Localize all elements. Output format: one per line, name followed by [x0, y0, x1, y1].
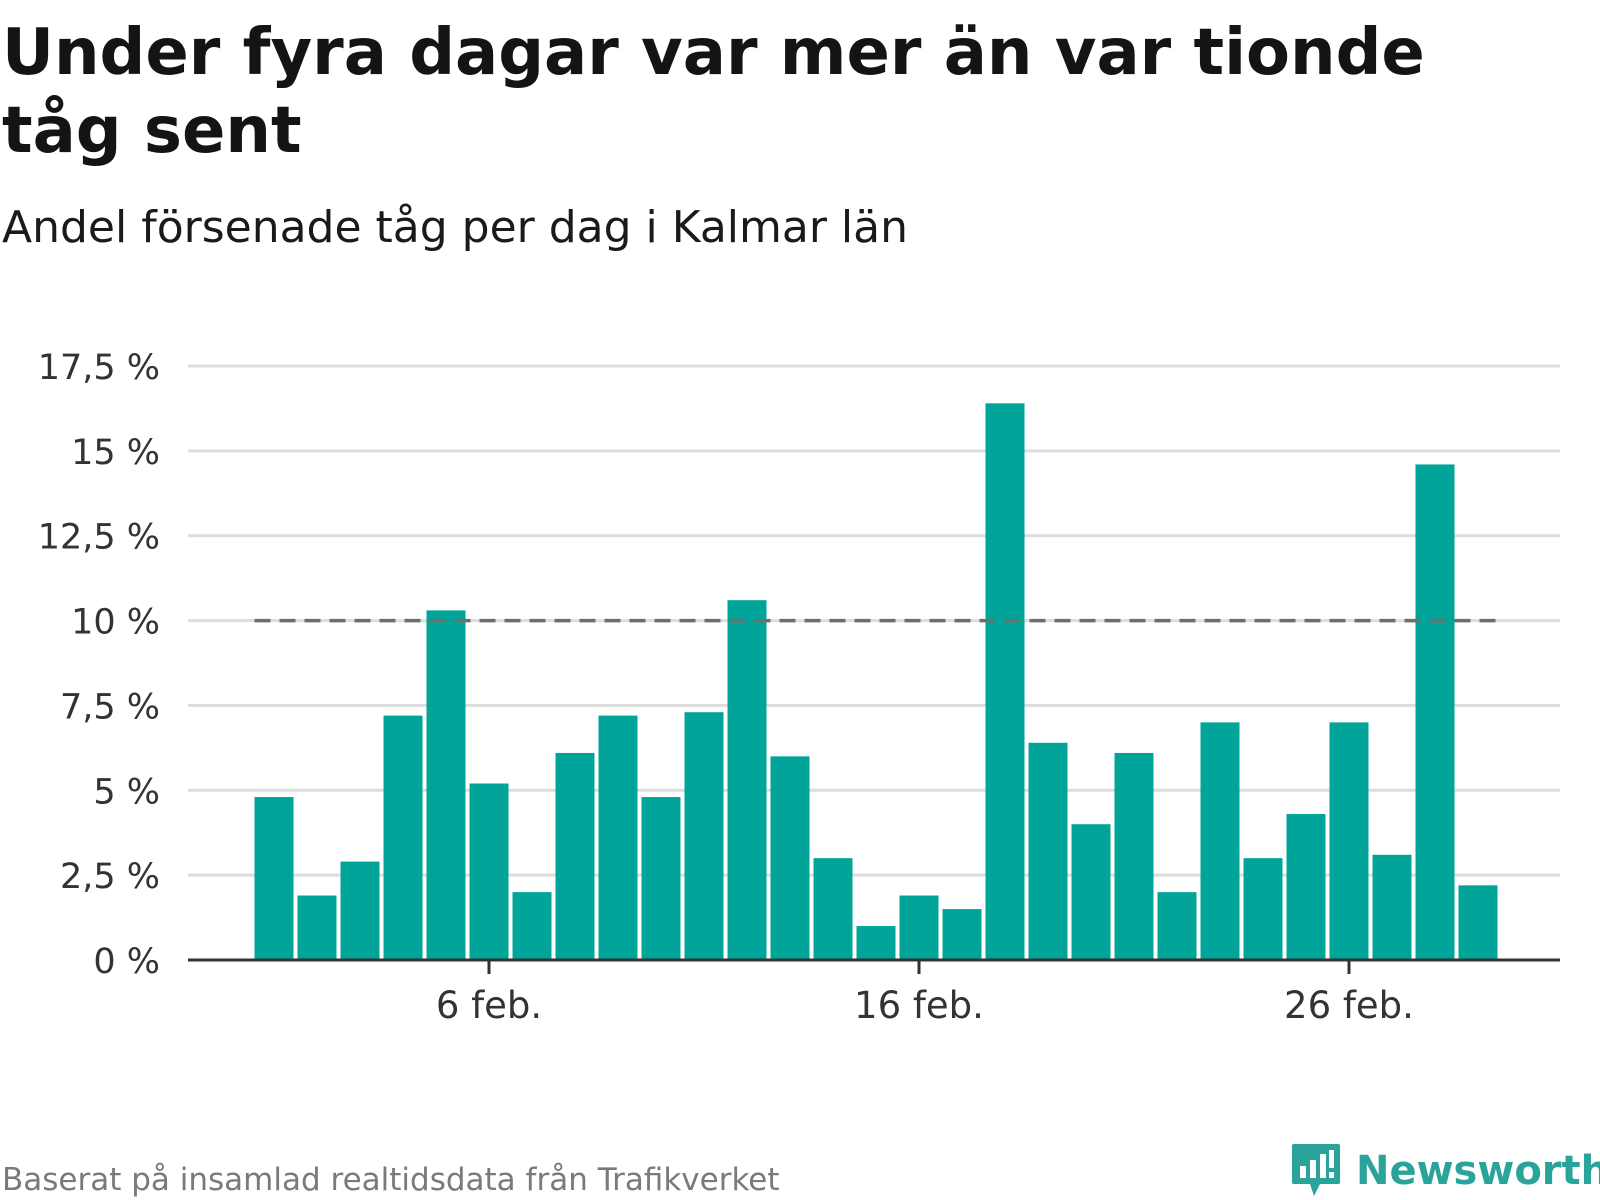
bar — [297, 895, 337, 960]
bar — [1329, 722, 1369, 960]
y-tick-label: 15 % — [71, 433, 160, 473]
bar — [1200, 722, 1240, 960]
bar — [985, 403, 1025, 960]
y-axis-tick-labels: 0 % 2,5 % 5 % 7,5 % 10 % 12,5 % 15 % 17,5 % — [38, 348, 160, 982]
bar — [770, 756, 810, 960]
bar — [684, 712, 724, 960]
x-axis-tick-labels: 6 feb. 16 feb. 26 feb. — [436, 960, 1414, 1027]
bar — [512, 892, 552, 960]
bar — [727, 600, 767, 960]
bar — [598, 715, 638, 960]
y-tick-label: 2,5 % — [60, 857, 160, 897]
bar — [1071, 824, 1111, 960]
chart-title: Under fyra dagar var mer än var tionde t… — [2, 16, 1425, 168]
y-tick-label: 0 % — [93, 942, 160, 982]
brand-logo-group[interactable]: Newsworthy — [1290, 1142, 1600, 1200]
bar — [1458, 885, 1498, 960]
bar — [555, 752, 595, 960]
newsworthy-logo-icon — [1292, 1144, 1340, 1196]
brand-name: Newsworthy — [1356, 1148, 1600, 1194]
bar — [254, 797, 294, 960]
bar — [1157, 892, 1197, 960]
chart-subtitle: Andel försenade tåg per dag i Kalmar län — [2, 202, 908, 253]
bar — [340, 861, 380, 960]
bar — [899, 895, 939, 960]
bar — [1372, 854, 1412, 960]
y-tick-label: 17,5 % — [38, 348, 160, 388]
x-tick-label: 26 feb. — [1284, 984, 1414, 1027]
bar — [856, 926, 896, 960]
bar — [942, 909, 982, 960]
x-tick-label: 6 feb. — [436, 984, 542, 1027]
y-tick-label: 5 % — [93, 772, 160, 812]
bar — [1243, 858, 1283, 960]
bar — [469, 783, 509, 960]
bar — [426, 610, 466, 960]
y-tick-label: 12,5 % — [38, 518, 160, 558]
y-tick-label: 7,5 % — [60, 687, 160, 727]
bar — [1028, 742, 1068, 960]
bar — [1415, 464, 1455, 960]
bars — [254, 403, 1498, 960]
y-tick-label: 10 % — [71, 603, 160, 643]
source-note: Baserat på insamlad realtidsdata från Tr… — [2, 1162, 780, 1198]
bar — [383, 715, 423, 960]
x-tick-label: 16 feb. — [854, 984, 984, 1027]
bar — [1286, 814, 1326, 960]
bar — [641, 797, 681, 960]
bar — [813, 858, 853, 960]
bar — [1114, 752, 1154, 960]
